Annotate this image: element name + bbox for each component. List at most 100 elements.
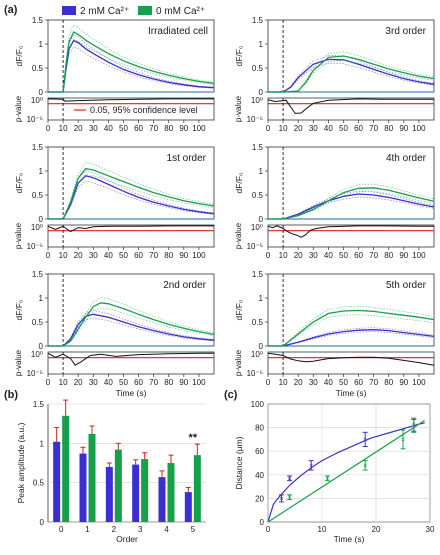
x-tick-label: 90 — [399, 124, 408, 133]
y-axis-label: dF/F₀ — [14, 45, 24, 66]
x-tick-label: 70 — [149, 124, 158, 133]
pvalue-axis-label: p-value — [234, 349, 243, 376]
pvalue-tick-label: 10⁻⁵ — [247, 242, 263, 251]
confidence-band-upper — [48, 24, 215, 93]
confidence-band-lower — [268, 59, 435, 93]
pvalue-trace — [267, 225, 434, 238]
y-axis-label: dF/F₀ — [14, 299, 24, 320]
confidence-legend-label: 0.05, 95% confidence level — [90, 105, 198, 115]
pvalue-trace — [47, 225, 214, 233]
series-trace — [268, 58, 435, 93]
series-trace — [268, 193, 435, 220]
trace-axes-frame — [267, 146, 435, 220]
pvalue-tick-label: 10⁰ — [31, 350, 43, 359]
x-tick-label: 100 — [192, 378, 206, 387]
time-course-subplot: 0 0.5 1 1.5 dF/F₀ 1st order 10⁰ 10⁻⁵ p-value 0 10 2… — [14, 143, 215, 260]
data-point: × — [309, 463, 313, 470]
bar — [62, 415, 70, 522]
x-tick-label: 70 — [149, 378, 158, 387]
x-axis-label: Time (s) — [116, 388, 147, 398]
pvalue-axes-frame — [47, 351, 215, 375]
x-tick-label: 30 — [89, 124, 98, 133]
legend-label: 0 mM Ca²⁺ — [156, 6, 205, 17]
bar — [193, 455, 201, 522]
bar — [132, 464, 140, 522]
pvalue-tick-label: 10⁻⁵ — [27, 369, 43, 378]
y-tick-label: 0.5 — [252, 64, 264, 73]
x-tick-label: 50 — [339, 124, 348, 133]
series-trace — [48, 175, 215, 220]
confidence-band-upper — [48, 310, 215, 347]
panel-label-c: (c) — [224, 389, 238, 401]
pvalue-axes-frame — [267, 224, 435, 248]
trace-axes-frame — [267, 273, 435, 347]
x-tick-label: 20 — [74, 251, 83, 260]
pvalue-axes-frame — [47, 97, 215, 121]
x-tick-label: 4 — [164, 525, 169, 534]
x-tick-label: 80 — [384, 124, 393, 133]
subplot-title: 4th order — [386, 153, 427, 164]
x-tick-label: 40 — [104, 378, 113, 387]
x-tick-label: 50 — [119, 251, 128, 260]
subplot-title: 1st order — [167, 153, 207, 164]
panel-label-a: (a) — [4, 4, 18, 16]
x-tick-label: 70 — [369, 251, 378, 260]
y-tick-label: 0.5 — [252, 191, 264, 200]
y-tick-label: 0.5 — [252, 318, 264, 327]
legend-label: 2 mM Ca²⁺ — [80, 6, 129, 17]
data-point: × — [363, 437, 367, 444]
x-tick-label: 90 — [179, 124, 188, 133]
x-tick-label: 90 — [399, 378, 408, 387]
pvalue-axes-frame — [267, 351, 435, 375]
pvalue-axis-label: p-value — [234, 222, 243, 249]
y-tick-label: 0.5 — [32, 318, 44, 327]
x-tick-label: 0 — [46, 378, 51, 387]
x-tick-label: 100 — [412, 124, 426, 133]
pvalue-trace — [47, 98, 214, 102]
pvalue-axis-label: p-value — [14, 95, 23, 122]
confidence-band-lower — [48, 174, 215, 220]
y-tick-label: 1 — [39, 40, 44, 49]
x-tick-label: 0 — [266, 124, 271, 133]
scatter-chart: 0 20 40 60 80 100 0 10 20 30 Distance (μm) Time (s)… — [234, 400, 435, 544]
x-tick-label: 30 — [89, 378, 98, 387]
x-tick-label: 40 — [104, 251, 113, 260]
x-tick-label: 70 — [369, 378, 378, 387]
x-tick-label: 70 — [149, 251, 158, 260]
confidence-band-lower — [48, 180, 215, 220]
y-tick-label: 0.5 — [32, 191, 44, 200]
x-tick-label: 50 — [339, 378, 348, 387]
x-tick-label: 0 — [46, 124, 51, 133]
y-tick-label: 1.5 — [32, 143, 44, 152]
y-tick-label: 1.5 — [252, 143, 264, 152]
trace-axes-frame — [47, 19, 215, 93]
x-tick-label: 40 — [324, 378, 333, 387]
y-tick-label: 0 — [39, 88, 44, 97]
data-point: × — [325, 476, 329, 483]
y-tick-label: 1.5 — [33, 400, 45, 409]
x-tick-label: 20 — [74, 124, 83, 133]
series-trace — [48, 167, 215, 220]
pvalue-tick-label: 10⁰ — [251, 350, 263, 359]
confidence-band-lower — [48, 317, 215, 347]
x-tick-label: 90 — [179, 251, 188, 260]
y-tick-label: 1.5 — [252, 16, 264, 25]
panel-label-b: (b) — [4, 389, 18, 401]
y-tick-label: 0 — [39, 215, 44, 224]
confidence-band-upper — [268, 305, 435, 347]
x-tick-label: 30 — [309, 378, 318, 387]
x-tick-label: 20 — [372, 525, 381, 534]
x-axis-label: Time (s) — [334, 534, 365, 544]
x-tick-label: 60 — [354, 124, 363, 133]
bar — [79, 453, 87, 522]
x-tick-label: 100 — [412, 251, 426, 260]
x-tick-label: 10 — [59, 124, 68, 133]
x-tick-label: 80 — [164, 251, 173, 260]
y-tick-label: 80 — [255, 424, 264, 433]
time-course-subplot: 0 0.5 1 1.5 dF/F₀ Irradiated cell 10⁰ 10⁻⁵ p-val… — [14, 16, 215, 133]
legend-swatch — [138, 6, 152, 15]
pvalue-tick-label: 10⁰ — [251, 96, 263, 105]
y-tick-label: 0 — [259, 88, 264, 97]
bar — [141, 459, 149, 522]
